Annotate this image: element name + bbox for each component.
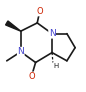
Text: O: O bbox=[28, 72, 35, 81]
Text: O: O bbox=[36, 7, 43, 16]
Text: H: H bbox=[54, 63, 59, 69]
Text: N: N bbox=[17, 47, 24, 56]
Polygon shape bbox=[6, 21, 21, 31]
Text: N: N bbox=[49, 29, 55, 38]
